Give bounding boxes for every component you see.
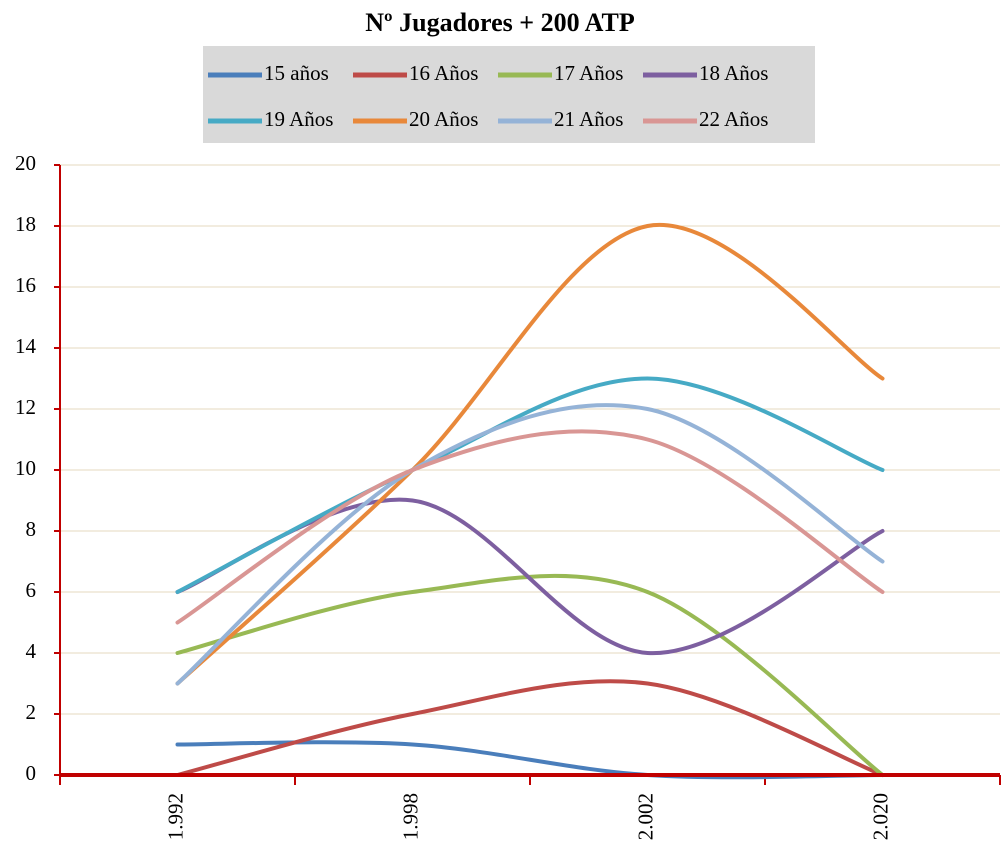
y-tick-label: 20 [15,151,36,175]
y-tick-label: 8 [26,517,37,541]
legend-box [203,46,815,143]
y-tick-label: 6 [26,578,37,602]
series-line [175,222,885,686]
x-tick-label: 1.998 [398,793,422,840]
series-line [175,376,885,594]
y-tick-label: 18 [15,212,36,236]
x-tick-label: 2.020 [868,793,892,840]
y-tick-label: 12 [15,395,36,419]
y-tick-label: 10 [15,456,36,480]
legend-label: 15 años [264,61,329,85]
legend-label: 19 Años [264,107,333,131]
series-line [175,679,885,777]
legend-label: 16 Años [409,61,478,85]
y-tick-label: 14 [15,334,37,358]
x-tick-label: 2.002 [633,793,657,840]
series-line [175,573,885,777]
y-tick-label: 4 [26,639,37,663]
legend-label: 20 Años [409,107,478,131]
series-line [175,429,885,625]
legend-label: 18 Años [699,61,768,85]
legend-label: 17 Años [554,61,623,85]
x-tick-label: 1.992 [163,793,187,840]
series-line [175,403,885,686]
y-tick-label: 16 [15,273,36,297]
legend-label: 21 Años [554,107,623,131]
chart-title: Nº Jugadores + 200 ATP [365,8,635,37]
legend-label: 22 Años [699,107,768,131]
y-tick-label: 0 [26,761,37,785]
y-tick-label: 2 [26,700,37,724]
